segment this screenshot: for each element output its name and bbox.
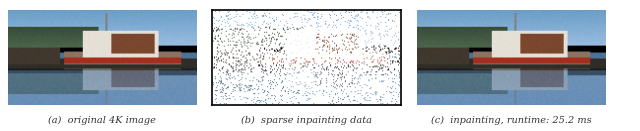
Text: (c)  inpainting, runtime: 25.2 ms: (c) inpainting, runtime: 25.2 ms xyxy=(431,116,592,125)
Text: (b)  sparse inpainting data: (b) sparse inpainting data xyxy=(241,116,372,125)
Text: (a)  original 4K image: (a) original 4K image xyxy=(48,116,156,125)
